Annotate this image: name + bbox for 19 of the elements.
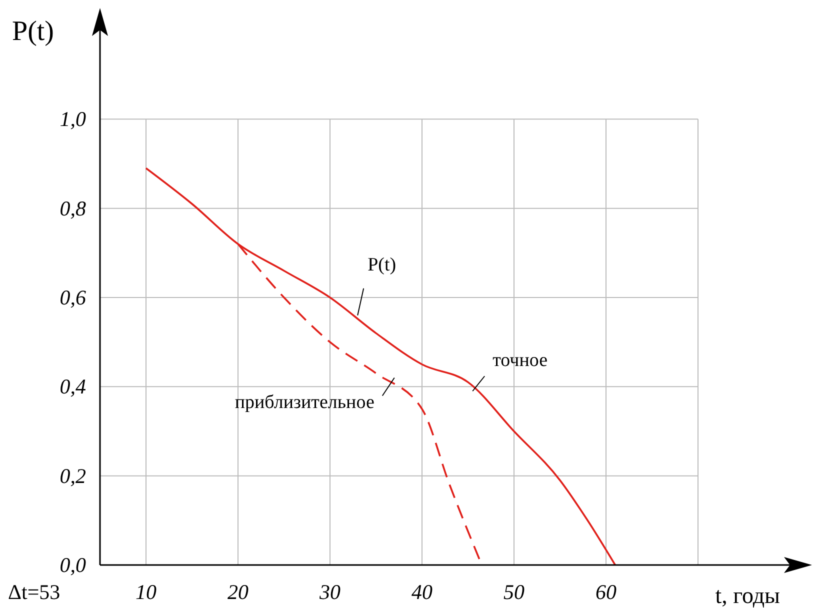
y-tick-label: 0,0 [60,553,86,577]
x-tick-label: 40 [412,580,433,604]
annotation: точное [492,350,548,372]
annotation: приблизительное [234,392,374,413]
y-tick-label: 0,6 [60,286,86,310]
annotation: P(t) [368,254,396,276]
y-axis-title: P(t) [12,16,54,47]
text: Δt=53 [8,580,60,604]
y-tick-label: 0,8 [60,196,86,220]
x-tick-label: 10 [136,580,157,604]
y-tick-label: 0,2 [60,464,86,488]
x-axis-title: t, годы [715,583,780,608]
x-tick-label: 30 [318,580,341,604]
x-tick-label: 50 [504,580,525,604]
x-tick-label: 60 [596,580,617,604]
y-tick-label: 0,4 [60,374,86,399]
line-series [145,167,616,566]
x-tick-label: 20 [228,580,249,604]
y-tick-label: 1,0 [60,107,86,132]
